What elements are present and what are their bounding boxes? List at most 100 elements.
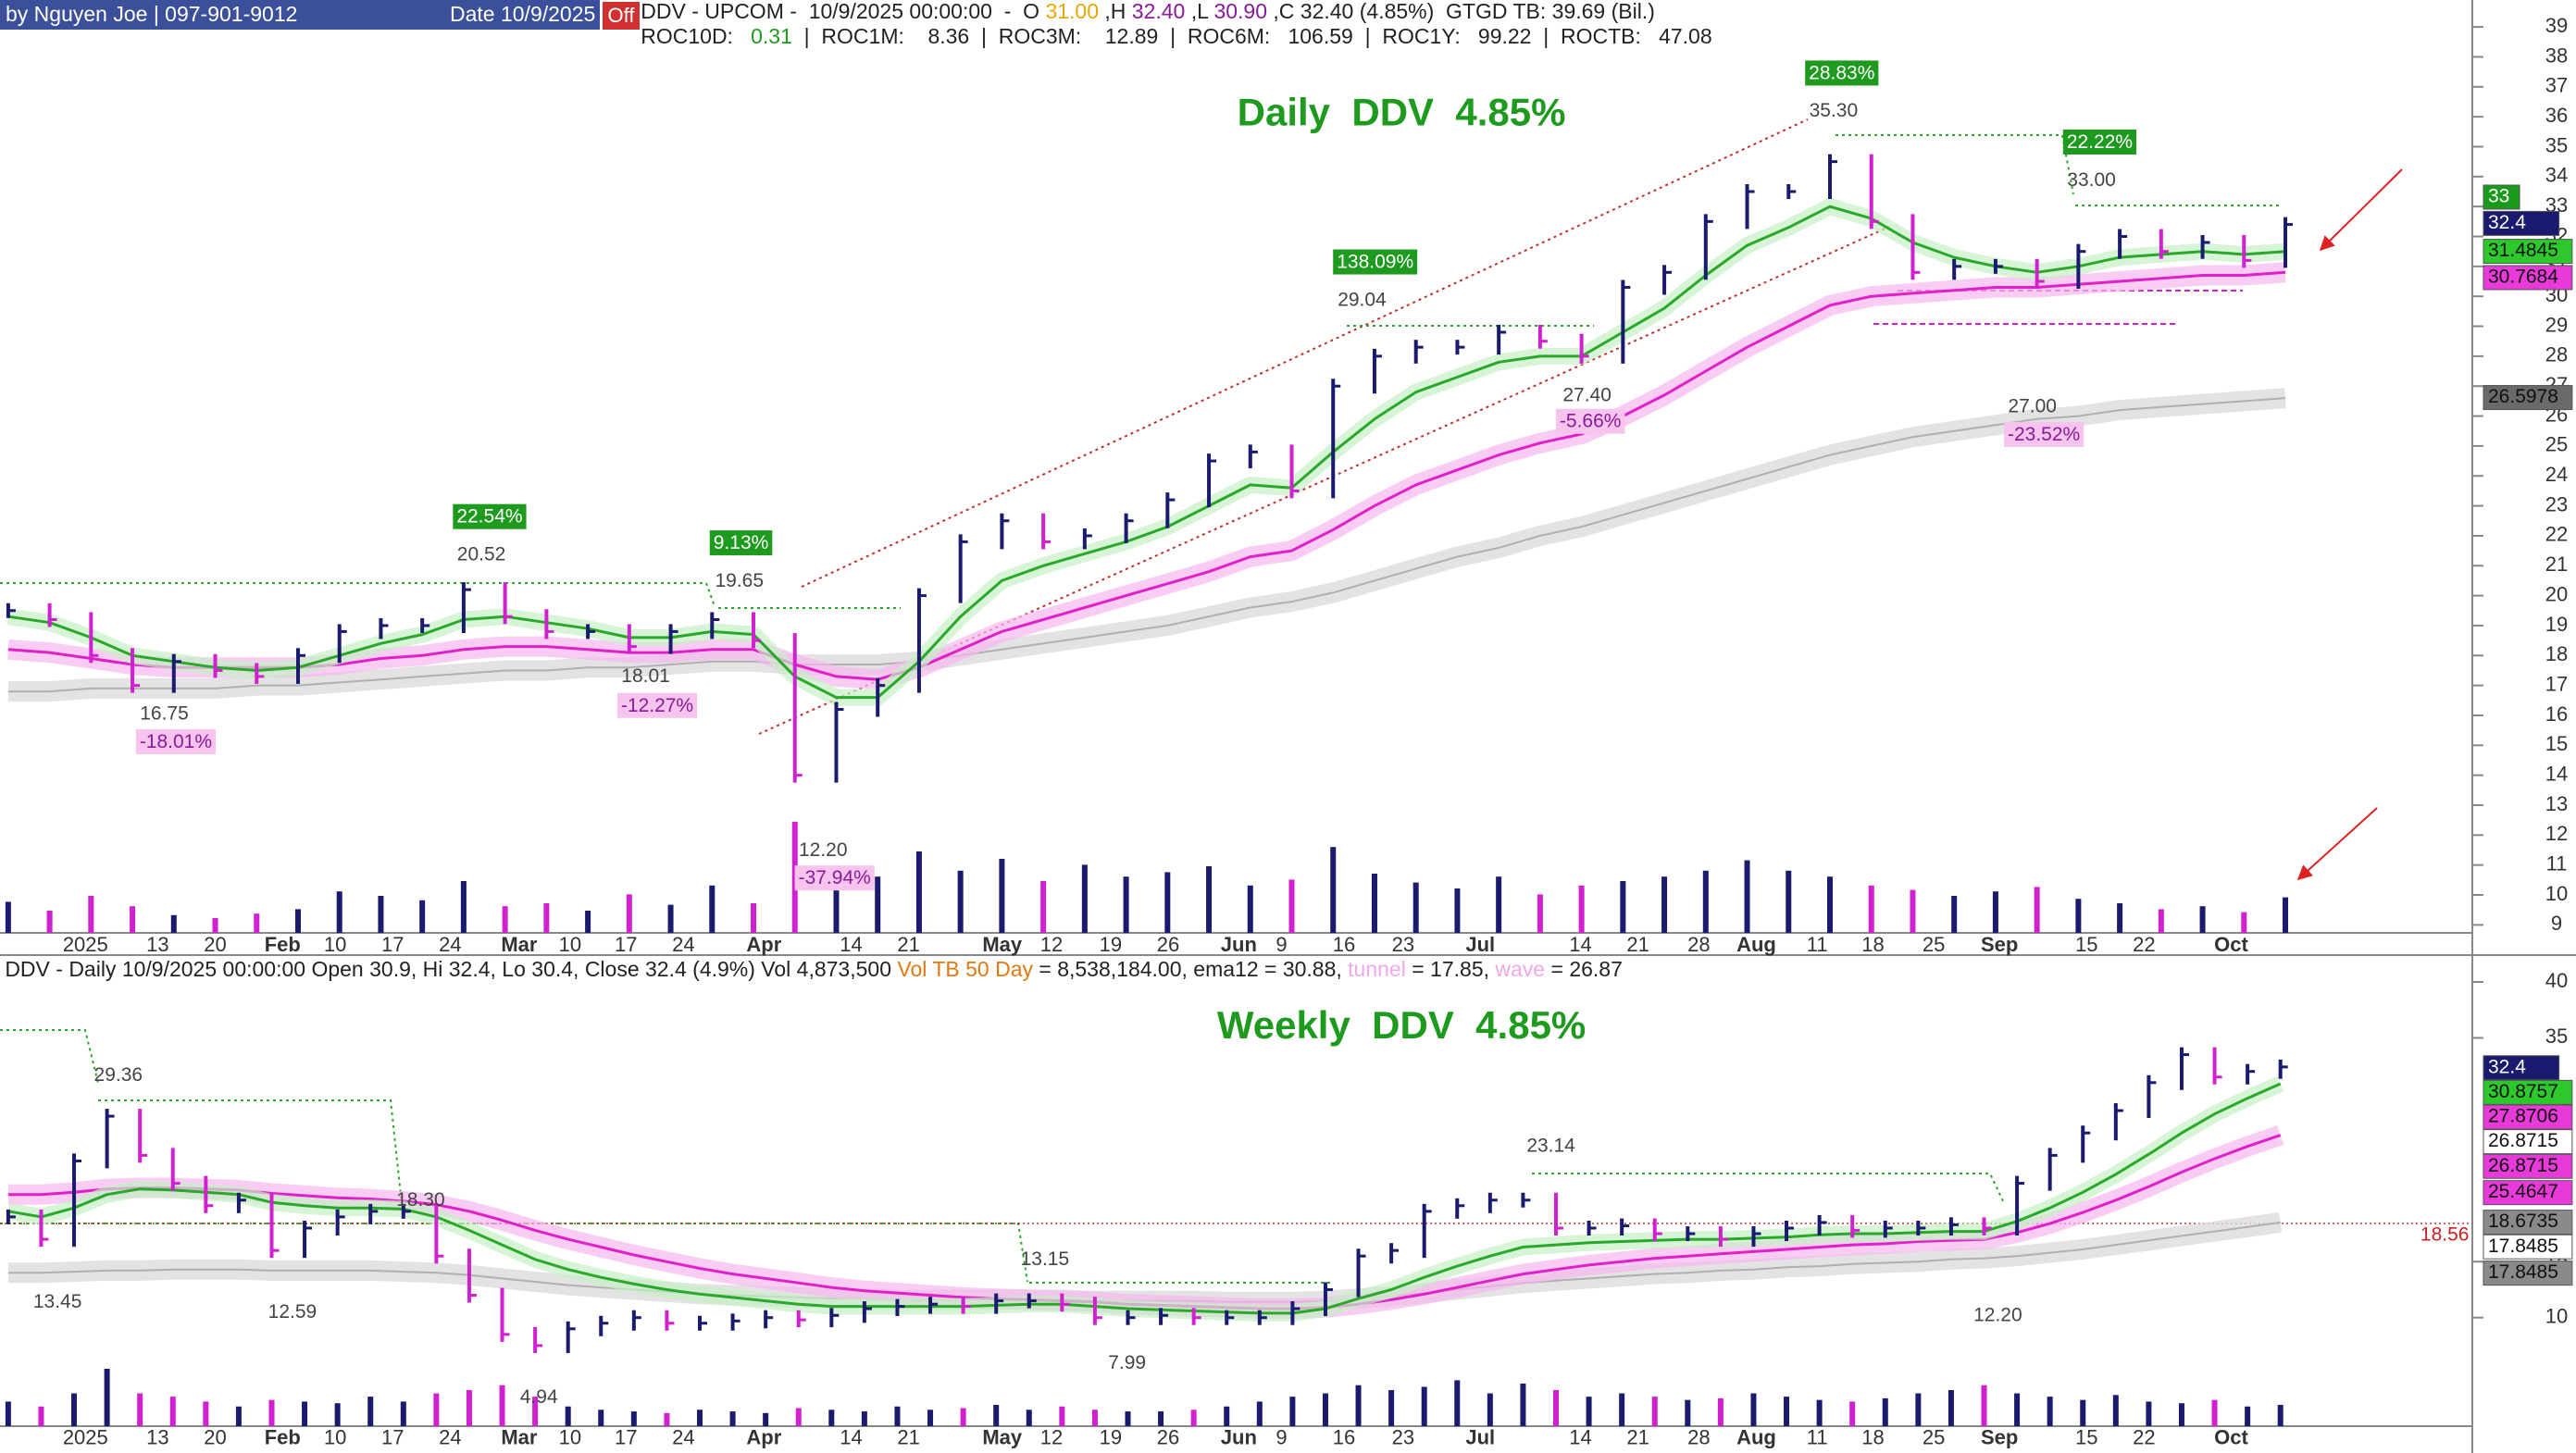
price-label: 17.8485 (2488, 1261, 2558, 1283)
banner-date: Date 10/9/2025 (450, 2, 595, 26)
volume-bar (960, 1408, 966, 1426)
volume-bar (1026, 1410, 1032, 1426)
x-tick-label: 24 (672, 1426, 694, 1449)
volume-bar (1586, 1397, 1592, 1426)
annotation: 29.36 (94, 1064, 143, 1086)
x-tick-label: Aug (1736, 933, 1776, 956)
info-segment: | ROC3M: (969, 24, 1105, 48)
volume-bar (1578, 885, 1585, 933)
x-tick-label: Aug (1736, 1426, 1776, 1449)
volume-bar (1951, 896, 1958, 933)
volume-bar (1371, 874, 1377, 933)
y-tick-label: 22 (2545, 523, 2568, 546)
annotation: 28.83% (1809, 62, 1874, 83)
volume-bar (598, 1410, 604, 1426)
price-label-box (2483, 1129, 2573, 1155)
annotation: -5.66% (1560, 411, 1622, 432)
y-tick-label: 25 (2545, 433, 2568, 456)
volume-bar (1553, 1390, 1560, 1426)
x-tick-label: 14 (840, 933, 862, 956)
info-segment: = 8,538,184.00, ema12 = 30.88, (1033, 957, 1348, 981)
resistance-line (0, 582, 716, 607)
y-tick-label: 17 (2545, 672, 2568, 695)
info-segment: | ROCTB: (1531, 24, 1659, 48)
volume-bar (1826, 876, 1833, 933)
volume-bar (709, 885, 716, 933)
x-tick-label: 26 (1157, 933, 1179, 956)
volume-bar (763, 1412, 769, 1426)
y-tick-label: 15 (2545, 732, 2568, 755)
status-text[interactable]: Off (608, 4, 636, 27)
volume-bar (1081, 864, 1088, 933)
volume-bar (915, 851, 922, 933)
price-label-box (2483, 265, 2573, 291)
banner-author: by Nguyen Joe | 097-901-9012 (6, 2, 297, 26)
x-tick-label: 14 (1569, 933, 1591, 956)
volume-bar (894, 1406, 901, 1426)
volume-bar (626, 894, 632, 933)
x-tick-label: 17 (381, 1426, 404, 1449)
x-tick-label: 10 (559, 1426, 581, 1449)
volume-bar (1256, 1401, 1263, 1426)
y-tick-label: 34 (2545, 164, 2568, 187)
x-tick-label: Feb (265, 933, 301, 956)
annotation-box (1333, 249, 1418, 275)
info-segment: Vol TB 50 Day (897, 957, 1033, 981)
info-segment: wave (1494, 957, 1545, 981)
volume-bar (2245, 1406, 2251, 1426)
volume-bar (1520, 1383, 1526, 1426)
volume-bar (875, 876, 881, 933)
y-tick-label: 38 (2545, 43, 2568, 67)
volume-bar (2080, 1399, 2086, 1426)
price-label-box (2483, 1104, 2573, 1130)
x-tick-label: 20 (204, 933, 226, 956)
info-segment: 47.08 (1659, 24, 1712, 48)
info-segment: = 26.87 (1545, 957, 1623, 981)
price-label-box (2483, 1055, 2560, 1081)
volume-bar (1247, 885, 1253, 933)
x-tick-label: 21 (1626, 1426, 1649, 1449)
price-label: 17.8485 (2488, 1236, 2558, 1257)
x-tick-label: 12 (1040, 1426, 1063, 1449)
annotation: -37.94% (799, 867, 871, 888)
arrow (2319, 168, 2403, 252)
ema12-line (7, 205, 2286, 700)
annotation-box (1555, 408, 1625, 434)
volume-bar (1206, 866, 1213, 933)
volume-bar (1355, 1385, 1362, 1426)
info-segment: 30.90 (1213, 0, 1267, 23)
y-tick-label: 24 (2545, 463, 2568, 486)
volume-bar (2112, 1395, 2119, 1426)
volume-bar (5, 901, 11, 933)
x-tick-label: 23 (1392, 933, 1414, 956)
wave-line (7, 397, 2286, 693)
volume-bar (1091, 1410, 1098, 1426)
volume-bar (38, 1406, 44, 1426)
volume-bar (1288, 879, 1295, 933)
volume-bar (1487, 1393, 1493, 1426)
volume-bar (1651, 1397, 1658, 1426)
annotation: 9.13% (714, 532, 769, 553)
info-line: DDV - UPCOM - 10/9/2025 00:00:00 - O 31.… (641, 0, 1655, 23)
volume-bar (927, 1410, 934, 1426)
y-tick-label: 9 (2551, 912, 2562, 935)
volume-bar (2241, 912, 2247, 933)
resistance-line (1836, 134, 2074, 195)
annotation: 12.20 (1973, 1304, 2022, 1325)
volume-bar (400, 1401, 406, 1426)
volume-bar (664, 1412, 670, 1426)
x-tick-label: 21 (1626, 933, 1649, 956)
volume-bar (1816, 1399, 1823, 1426)
resistance-line (0, 1029, 99, 1084)
price-label: 32.4 (2488, 1056, 2526, 1077)
x-tick-label: Apr (746, 1426, 781, 1449)
x-tick-label: Jun (1221, 933, 1257, 956)
volume-bar (1661, 876, 1668, 933)
volume-bar (2277, 1404, 2284, 1426)
annotation: 22.54% (456, 506, 522, 528)
status-button[interactable] (603, 2, 640, 30)
price-label-box (2483, 184, 2520, 210)
volume-bar (268, 1399, 275, 1426)
x-tick-label: 22 (2133, 933, 2155, 956)
price-label-box (2483, 385, 2573, 411)
